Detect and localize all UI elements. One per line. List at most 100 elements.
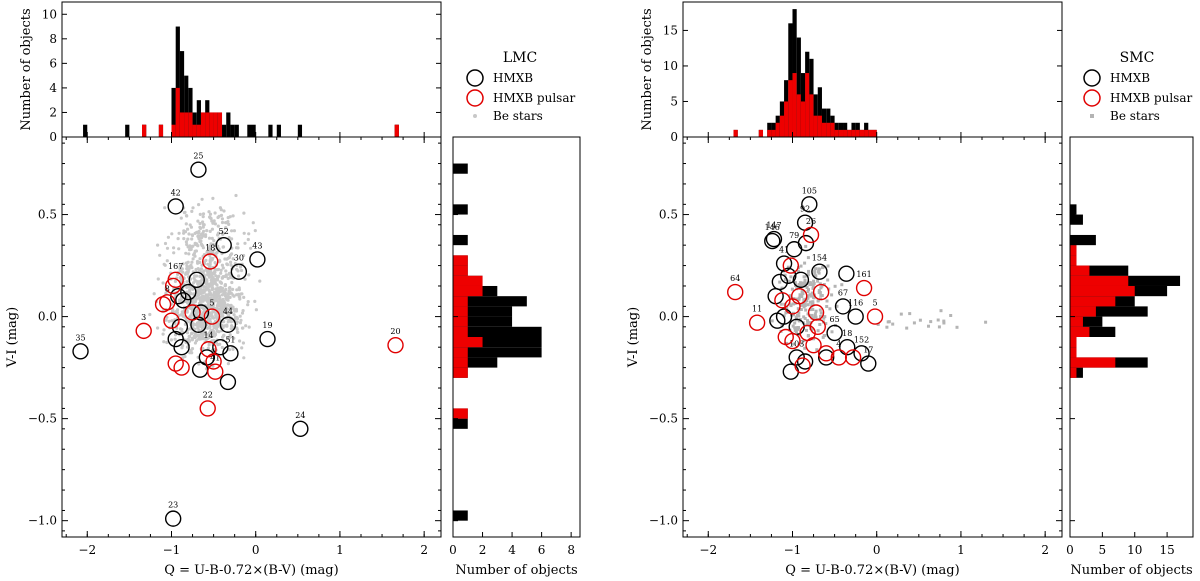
be-star-point bbox=[796, 326, 800, 329]
hmxb-label: 116 bbox=[848, 299, 863, 308]
be-star-point bbox=[226, 292, 230, 296]
be-star-point bbox=[221, 335, 225, 339]
be-star-point bbox=[185, 309, 189, 313]
be-star-point bbox=[227, 222, 231, 226]
be-star-point bbox=[230, 252, 234, 256]
hmxb-label: 147 bbox=[766, 221, 781, 230]
top-y-axis-label: Number of objects bbox=[640, 8, 655, 130]
pulsar-point bbox=[812, 283, 830, 301]
hmxb-point bbox=[811, 263, 828, 280]
be-star-point bbox=[216, 301, 220, 305]
hist-bar-pulsar bbox=[200, 112, 206, 137]
hist-bar-pulsar bbox=[847, 129, 852, 137]
be-star-point bbox=[819, 315, 822, 318]
be-star-point bbox=[182, 211, 186, 215]
hmxb-label: 17 bbox=[863, 346, 873, 355]
hist-bar-total bbox=[453, 306, 513, 317]
be-star-point bbox=[242, 231, 246, 235]
pulsar-point bbox=[855, 279, 873, 297]
hist-bar-pulsar bbox=[872, 129, 877, 137]
be-star-point bbox=[826, 264, 830, 268]
y-axis-label: V-I (mag) bbox=[5, 307, 20, 368]
be-star-point bbox=[803, 346, 807, 350]
hmxb-point bbox=[215, 236, 232, 254]
pulsar-point bbox=[805, 336, 822, 354]
be-star-point bbox=[807, 288, 810, 292]
be-star-point bbox=[242, 356, 246, 360]
be-star-point bbox=[822, 334, 826, 337]
be-star-point bbox=[185, 285, 189, 289]
hist-bar-total bbox=[453, 163, 468, 174]
be-star-point bbox=[223, 305, 227, 309]
hist-bar-pulsar bbox=[453, 296, 468, 307]
be-star-point bbox=[791, 302, 795, 306]
be-star-point bbox=[191, 300, 195, 304]
legend-be-label: Be stars bbox=[493, 109, 543, 123]
x-axis-label: Q = U-B-0.72×(B-V) (mag) bbox=[785, 563, 959, 578]
right-x-tick-label: 0 bbox=[449, 543, 457, 557]
be-star-point bbox=[213, 222, 217, 226]
be-star-point bbox=[219, 301, 223, 305]
pulsar-label: 8 bbox=[165, 284, 170, 293]
be-star-point bbox=[208, 324, 212, 329]
be-star-point bbox=[249, 246, 253, 250]
be-star-point bbox=[227, 303, 231, 307]
hist-bar-total bbox=[453, 418, 468, 429]
hist-bar-pulsar bbox=[453, 306, 468, 317]
hist-bar-pulsar bbox=[830, 122, 835, 137]
be-star-point bbox=[770, 319, 774, 323]
hmxb-label: 23 bbox=[168, 501, 178, 510]
be-star-point bbox=[197, 289, 201, 293]
be-star-point bbox=[246, 303, 250, 307]
be-star-point bbox=[828, 307, 832, 311]
be-star-point bbox=[162, 262, 166, 266]
be-star-point bbox=[237, 274, 241, 278]
main-axes-frame bbox=[61, 136, 442, 538]
be-star-point bbox=[209, 269, 213, 273]
be-star-point bbox=[212, 219, 216, 223]
be-star-point bbox=[782, 314, 786, 318]
be-star-point bbox=[200, 305, 204, 310]
be-star-point bbox=[816, 329, 820, 333]
be-star-point bbox=[789, 304, 793, 308]
hmxb-point bbox=[769, 312, 786, 329]
be-star-point bbox=[238, 314, 242, 318]
be-star-point bbox=[927, 324, 930, 328]
pulsar-point bbox=[794, 357, 811, 374]
be-star-point bbox=[220, 217, 224, 221]
be-star-point bbox=[812, 282, 816, 285]
x-tick-label: 0 bbox=[252, 543, 260, 557]
hist-bar-pulsar bbox=[394, 124, 399, 137]
be-star-point bbox=[192, 335, 196, 340]
hist-bar-pulsar bbox=[813, 115, 818, 137]
be-star-point bbox=[204, 233, 208, 237]
hist-bar-pulsar bbox=[1070, 326, 1090, 337]
be-star-point bbox=[204, 338, 208, 342]
be-star-point bbox=[200, 197, 204, 201]
be-star-point bbox=[824, 322, 828, 326]
be-star-point bbox=[936, 318, 940, 322]
hmxb-point bbox=[190, 161, 207, 178]
pulsar-point bbox=[205, 353, 222, 370]
be-star-point bbox=[200, 325, 204, 329]
be-star-point bbox=[232, 313, 236, 317]
hist-bar-total bbox=[453, 316, 513, 327]
hmxb-point bbox=[801, 196, 818, 213]
pulsar-point bbox=[167, 355, 184, 372]
be-star-point bbox=[818, 323, 822, 326]
be-star-point bbox=[166, 235, 170, 239]
hist-bar-pulsar bbox=[453, 367, 468, 378]
hist-bar-pulsar bbox=[453, 285, 483, 297]
be-star-point bbox=[812, 279, 816, 283]
hmxb-point bbox=[817, 349, 835, 366]
be-star-point bbox=[205, 269, 209, 273]
hmxb-point bbox=[173, 339, 190, 356]
right-axes-frame bbox=[1069, 136, 1194, 538]
be-star-point bbox=[817, 289, 821, 293]
y-tick-label: 0.0 bbox=[659, 310, 678, 324]
right-x-tick-label: 2 bbox=[479, 543, 487, 557]
be-star-point bbox=[206, 288, 211, 292]
hmxb-point bbox=[780, 267, 797, 284]
be-star-point bbox=[217, 330, 221, 334]
be-star-point bbox=[224, 226, 228, 230]
